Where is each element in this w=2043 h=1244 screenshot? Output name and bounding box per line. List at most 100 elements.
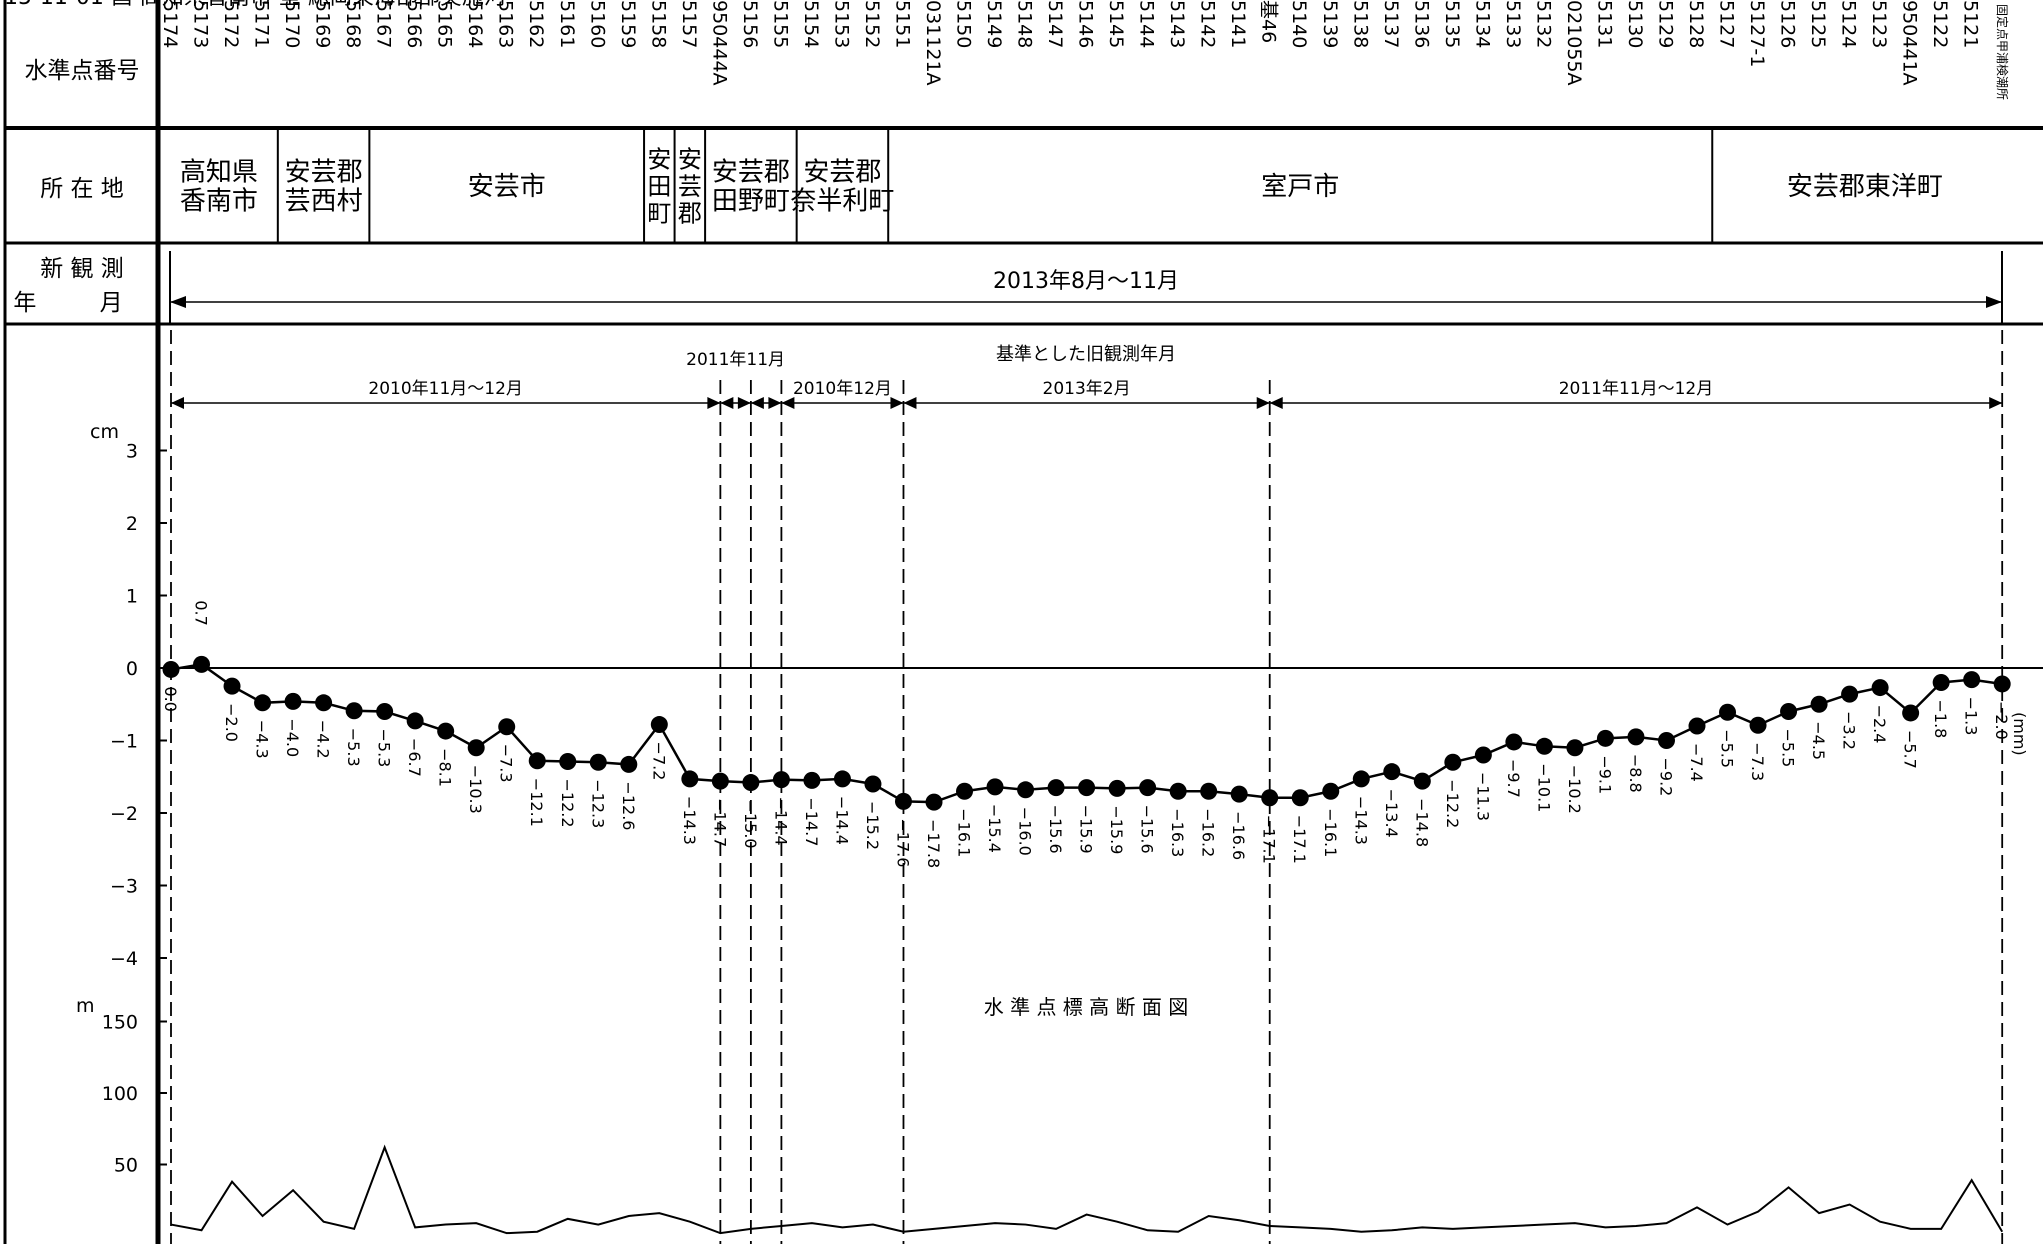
benchmark-label: 5144 (1136, 0, 1158, 48)
benchmark-label: 5149 (983, 0, 1005, 48)
data-point (925, 793, 943, 811)
data-label: −17.6 (893, 818, 912, 867)
benchmark-label: 5161 (556, 0, 578, 48)
reference-period-label: 2010年11月～12月 (368, 379, 523, 399)
data-label: −12.2 (1443, 779, 1462, 828)
data-point (1657, 732, 1675, 749)
mm-unit-label: (mm) (2010, 712, 2029, 756)
data-point (1566, 739, 1584, 757)
data-label: −17.1 (1290, 815, 1309, 864)
benchmark-label: 5170 (281, 0, 303, 48)
data-label: −10.2 (1565, 765, 1584, 814)
y-tick-label: −3 (110, 876, 138, 898)
data-point (650, 716, 668, 734)
data-label: −8.1 (436, 748, 455, 787)
data-point (223, 677, 241, 695)
benchmark-label: 021055A (1563, 0, 1585, 86)
benchmark-label: 5160 (586, 0, 608, 48)
benchmark-label: 5150 (953, 0, 975, 48)
benchmark-label: 5139 (1319, 0, 1341, 48)
data-label: −13.4 (1382, 789, 1401, 838)
data-point (1078, 779, 1096, 797)
data-label: −2.0 (1992, 701, 2011, 740)
benchmark-label: 5128 (1685, 0, 1707, 48)
data-point (1841, 685, 1859, 703)
data-point (1200, 782, 1218, 800)
benchmark-label: 5127-1 (1746, 0, 1768, 67)
data-point (894, 792, 912, 810)
location-label: 安芸郡東洋町 (1787, 172, 1943, 202)
benchmark-label: 5131 (1593, 0, 1615, 48)
benchmark-label: 5166 (403, 0, 425, 48)
benchmark-label: 5158 (647, 0, 669, 48)
data-point (162, 660, 180, 678)
benchmark-label: 5151 (891, 0, 913, 48)
data-point (315, 694, 333, 712)
benchmark-label: 5134 (1471, 0, 1493, 48)
benchmark-label: 5136 (1410, 0, 1432, 48)
benchmark-label: 5142 (1197, 0, 1219, 48)
location-label: 安芸郡 (678, 146, 702, 228)
location-label: 安芸郡芸西村 (285, 158, 363, 217)
benchmark-label: 5155 (769, 0, 791, 48)
y-tick-label: 2 (126, 513, 138, 535)
benchmark-label: 5126 (1777, 0, 1799, 48)
data-point (1902, 704, 1920, 722)
displacement-points (162, 655, 2011, 811)
location-label: 高知県香南市 (180, 158, 258, 217)
benchmark-label: 5138 (1349, 0, 1371, 48)
data-label: −16.1 (1321, 808, 1340, 857)
benchmark-label: 5127 (1716, 0, 1738, 48)
data-label: −12.2 (558, 779, 577, 828)
data-point (833, 770, 851, 788)
data-point (345, 702, 363, 720)
benchmark-label: 5167 (373, 0, 395, 48)
benchmark-label: 固定点甲浦検潮所 (1995, 4, 2010, 100)
data-point (559, 753, 577, 771)
displacement-value-labels: 0.0 0.7 −2.0 −4.3 −4.0 −4.2 −5.3 −5.3 −6.7 −8.1 −1… (161, 600, 2011, 868)
data-point (864, 775, 882, 793)
data-label: −2.0 (222, 703, 241, 742)
data-label: −5.5 (1779, 729, 1798, 768)
data-label: −14.7 (710, 798, 729, 847)
benchmark-label: 5122 (1929, 0, 1951, 48)
benchmark-label: 5143 (1166, 0, 1188, 48)
data-point (589, 753, 607, 771)
data-point (1291, 789, 1309, 807)
benchmark-label: 5156 (739, 0, 761, 48)
benchmark-label: 5174 (159, 0, 181, 48)
data-label: −4.5 (1809, 721, 1828, 760)
data-point (1352, 770, 1370, 788)
data-label: −15.9 (1077, 805, 1096, 854)
data-point (1413, 772, 1431, 790)
data-label: −4.2 (314, 720, 333, 759)
data-label: −17.8 (924, 819, 943, 868)
data-label: −14.7 (802, 797, 821, 846)
data-label: −16.6 (1229, 811, 1248, 860)
data-label: −12.6 (619, 781, 638, 830)
data-label: −14.8 (1412, 798, 1431, 847)
benchmark-label: 5132 (1532, 0, 1554, 48)
data-point (1780, 703, 1798, 720)
benchmark-label: 5162 (525, 0, 547, 48)
data-label: −15.2 (863, 801, 882, 850)
elevation-tick-label: 100 (102, 1083, 138, 1105)
data-point (467, 739, 485, 757)
data-point (803, 771, 821, 789)
benchmark-row-label: 水準点番号 (25, 58, 140, 84)
reference-title: 基準とした旧観測年月 (996, 344, 1176, 365)
benchmark-label: 5164 (464, 0, 486, 48)
reference-period-label: 2011年11月 (686, 350, 785, 370)
data-label: −16.1 (955, 808, 974, 857)
data-point (1047, 779, 1065, 797)
benchmark-label: 5147 (1044, 0, 1066, 48)
data-label: −14.4 (771, 797, 790, 846)
data-point (528, 752, 546, 770)
elevation-axis: 150 100 50 (102, 1012, 167, 1177)
data-label: −15.6 (1138, 805, 1157, 854)
benchmark-label: 5137 (1380, 0, 1402, 48)
data-point (1749, 716, 1767, 734)
location-label: 安芸市 (468, 172, 546, 202)
